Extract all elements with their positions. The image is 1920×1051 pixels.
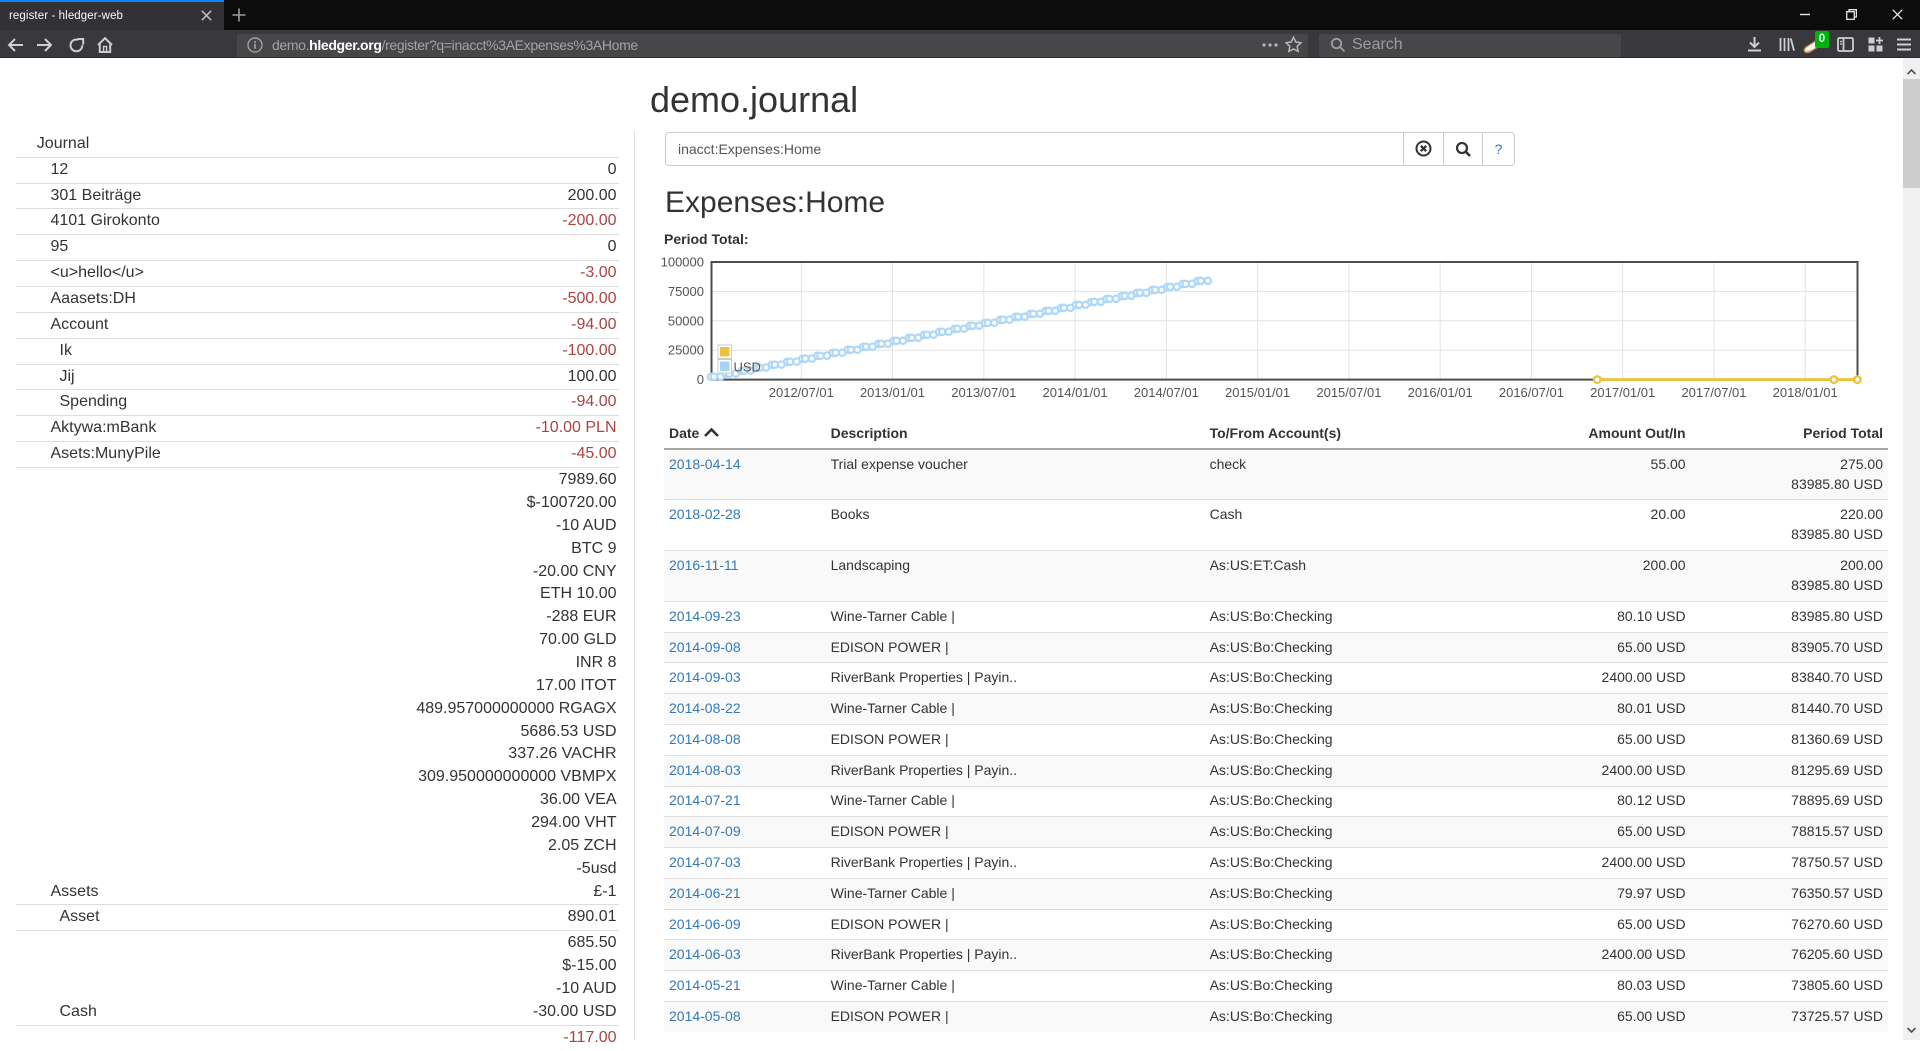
svg-text:75000: 75000	[668, 284, 704, 299]
svg-text:25000: 25000	[668, 343, 704, 358]
svg-text:100000: 100000	[661, 255, 704, 270]
svg-text:2017/01/01: 2017/01/01	[1590, 385, 1655, 400]
svg-text:2015/07/01: 2015/07/01	[1316, 385, 1381, 400]
svg-text:2017/07/01: 2017/07/01	[1681, 385, 1746, 400]
svg-text:2018/01/01: 2018/01/01	[1773, 385, 1838, 400]
svg-text:2013/07/01: 2013/07/01	[951, 385, 1016, 400]
svg-text:2015/01/01: 2015/01/01	[1225, 385, 1290, 400]
svg-text:USD: USD	[734, 360, 761, 375]
svg-text:2016/01/01: 2016/01/01	[1408, 385, 1473, 400]
svg-text:2012/07/01: 2012/07/01	[769, 385, 834, 400]
svg-text:50000: 50000	[668, 313, 704, 328]
svg-text:0: 0	[697, 372, 704, 387]
svg-text:2016/07/01: 2016/07/01	[1499, 385, 1564, 400]
svg-text:2014/01/01: 2014/01/01	[1043, 385, 1108, 400]
svg-text:2013/01/01: 2013/01/01	[860, 385, 925, 400]
svg-text:2014/07/01: 2014/07/01	[1134, 385, 1199, 400]
